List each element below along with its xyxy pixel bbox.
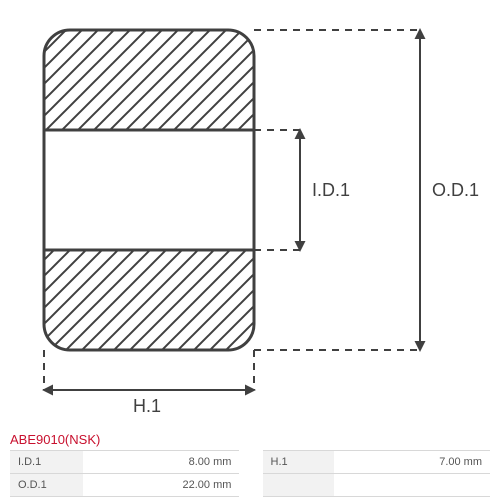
id1-dimension-label: I.D.1	[312, 180, 350, 200]
spec-od1-value: 22.00 mm	[83, 474, 240, 497]
h1-dimension-label: H.1	[133, 396, 161, 416]
spec-empty-label	[263, 474, 334, 497]
part-number: ABE9010(NSK)	[10, 432, 100, 447]
spec-od1-label: O.D.1	[10, 474, 83, 497]
spec-table: I.D.1 8.00 mm H.1 7.00 mm O.D.1 22.00 mm	[10, 450, 490, 497]
bearing-cross-section-diagram: I.D.1 O.D.1 H.1	[0, 0, 500, 430]
od1-dimension-label: O.D.1	[432, 180, 479, 200]
spec-id1-label: I.D.1	[10, 451, 83, 474]
spec-h1-label: H.1	[263, 451, 334, 474]
spec-id1-value: 8.00 mm	[83, 451, 240, 474]
spec-h1-value: 7.00 mm	[334, 451, 490, 474]
spec-empty-value	[334, 474, 490, 497]
